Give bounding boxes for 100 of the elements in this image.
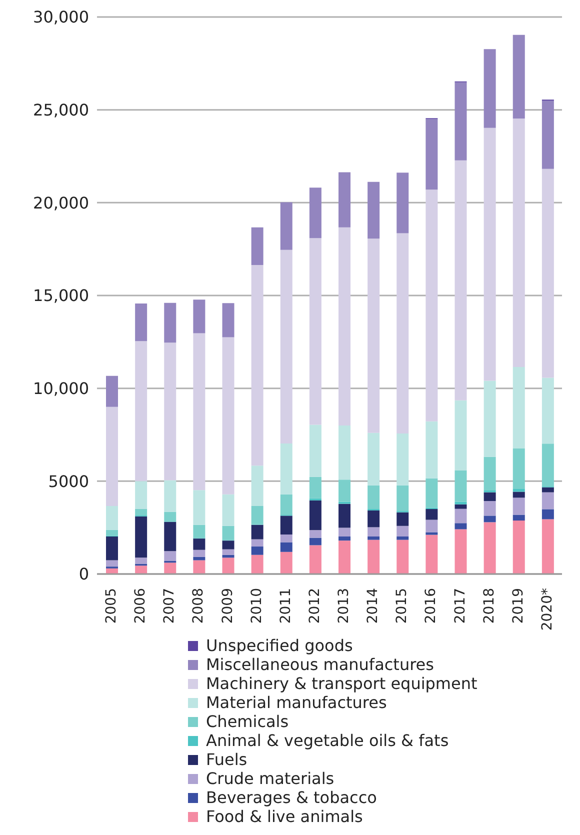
bar (280, 516, 292, 534)
bar (338, 536, 350, 541)
bar (484, 380, 496, 457)
bar (338, 480, 350, 502)
bar (338, 540, 350, 574)
legend-label: Miscellaneous manufactures (206, 655, 434, 674)
bar (338, 227, 350, 426)
bar (484, 49, 496, 128)
bar (135, 481, 148, 509)
bar (309, 238, 322, 425)
bar (193, 556, 206, 560)
bar (309, 424, 322, 477)
bar (222, 549, 234, 555)
legend-label: Chemicals (206, 712, 289, 731)
x-tick-label: 2011 (278, 588, 294, 624)
bar (135, 303, 148, 342)
bar (222, 554, 234, 558)
bar (280, 250, 292, 444)
bar (309, 538, 322, 546)
bar (484, 522, 496, 574)
bar (368, 485, 380, 510)
bar (426, 534, 438, 574)
legend-label: Machinery & transport equipment (206, 674, 478, 693)
bar (454, 508, 467, 524)
x-tick-label: 2005 (104, 588, 120, 624)
bar (368, 540, 380, 574)
bar (251, 466, 264, 506)
bar (309, 500, 322, 530)
bar (426, 509, 438, 520)
x-tick-label: 2012 (306, 588, 323, 624)
bar (542, 509, 554, 520)
x-tick-label: 2013 (336, 588, 352, 624)
x-tick-label: 2010 (248, 588, 265, 624)
y-tick-label: 20,000 (33, 193, 89, 212)
legend-label: Fuels (206, 750, 248, 769)
bar (454, 82, 467, 160)
y-tick-label: 10,000 (33, 379, 89, 398)
bar (426, 478, 438, 508)
x-tick-label: 2009 (220, 588, 236, 624)
bar (484, 501, 496, 516)
bar (512, 488, 525, 492)
bar (106, 406, 118, 506)
bar (164, 562, 176, 574)
bar (280, 494, 292, 515)
bar (454, 529, 467, 574)
x-tick-label: 2014 (365, 588, 382, 624)
y-tick-label: 5000 (48, 472, 89, 491)
bar (193, 560, 206, 574)
legend-label: Unspecified goods (206, 636, 353, 655)
bar (251, 524, 264, 540)
bar (222, 303, 234, 338)
bar (164, 342, 176, 480)
bar (368, 238, 380, 433)
bar (251, 539, 264, 547)
bar (454, 160, 467, 400)
bar (368, 182, 380, 239)
bar (193, 550, 206, 557)
bar (396, 433, 409, 486)
bar (454, 502, 467, 504)
bar (542, 487, 554, 492)
bar (135, 341, 148, 482)
bar (251, 265, 264, 466)
legend-label: Material manufactures (206, 693, 387, 712)
bar (368, 536, 380, 540)
bar (193, 538, 206, 550)
x-tick-label: 2006 (132, 588, 149, 624)
bar (454, 400, 467, 470)
bar (484, 456, 496, 490)
bar (106, 536, 118, 560)
bar (396, 540, 409, 574)
bar (484, 128, 496, 381)
bar (280, 443, 292, 494)
bar (164, 480, 176, 512)
bar (368, 527, 380, 536)
x-tick-label: 2020* (539, 588, 556, 631)
y-tick-label: 15,000 (33, 286, 89, 306)
x-tick-label: 2017 (452, 588, 468, 624)
bar (368, 432, 380, 486)
bar (280, 542, 292, 552)
bar (512, 492, 525, 498)
bar (426, 190, 438, 422)
bar (512, 118, 525, 367)
bar (542, 378, 554, 444)
bar (426, 520, 438, 532)
bar (368, 510, 380, 528)
y-tick-label: 0 (78, 564, 89, 584)
bar (338, 425, 350, 480)
bar (106, 560, 118, 567)
bar (135, 566, 148, 574)
bar (193, 524, 206, 538)
bar (426, 119, 438, 190)
legend-label: Food & live animals (206, 807, 363, 826)
bar (251, 554, 264, 574)
bar (280, 202, 292, 250)
bar (542, 492, 554, 510)
x-tick-label: 2008 (190, 588, 207, 624)
bar (309, 530, 322, 538)
bar (280, 552, 292, 574)
bar (512, 514, 525, 521)
bar (426, 421, 438, 478)
